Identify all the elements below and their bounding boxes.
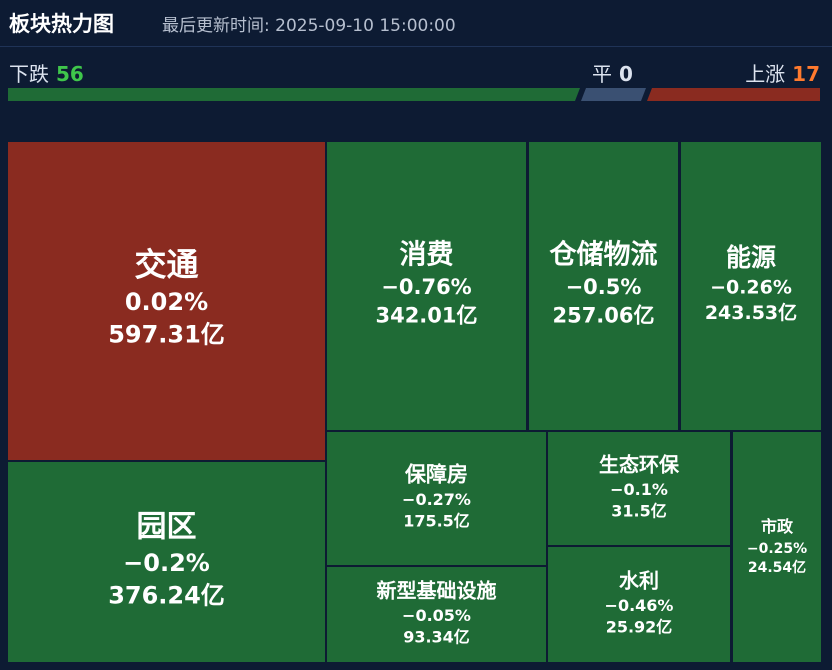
sector-rect: [327, 432, 546, 565]
sector-rect: [548, 547, 730, 662]
sector-change: −0.26%: [710, 277, 792, 299]
sector-value: 24.54亿: [748, 559, 806, 576]
down-number: 56: [55, 62, 84, 86]
sector-tile-3[interactable]: 仓储物流 −0.5% 257.06亿: [529, 142, 678, 430]
sector-name: 生态环保: [599, 452, 680, 476]
sector-change: −0.05%: [402, 606, 471, 625]
sector-tile-0[interactable]: 交通 0.02% 597.31亿: [8, 142, 325, 460]
sector-tile-1[interactable]: 园区 −0.2% 376.24亿: [8, 462, 325, 662]
sector-change: −0.5%: [566, 275, 642, 299]
sector-tile-8[interactable]: 新型基础设施 −0.05% 93.34亿: [327, 567, 546, 662]
header-divider: [0, 46, 832, 47]
sector-change: −0.76%: [381, 275, 471, 299]
sector-change: −0.1%: [610, 480, 668, 499]
sector-tile-9[interactable]: 水利 −0.46% 25.92亿: [548, 547, 730, 662]
sector-value: 243.53亿: [705, 301, 797, 324]
sector-value: 25.92亿: [606, 618, 673, 637]
sector-value: 31.5亿: [611, 502, 666, 521]
sector-rect: [327, 142, 526, 430]
down-label: 下跌: [9, 62, 49, 86]
sector-name: 新型基础设施: [377, 578, 497, 602]
sector-change: −0.25%: [747, 541, 807, 557]
down-count: 下跌 56: [9, 58, 84, 87]
decline-segment: [8, 88, 580, 101]
flat-number: 0: [618, 62, 633, 86]
up-label: 上涨: [745, 62, 786, 86]
flat-label: 平: [592, 62, 612, 86]
sector-value: 93.34亿: [403, 628, 470, 647]
sector-rect: [8, 142, 325, 460]
sector-rect: [548, 432, 730, 545]
sector-tile-6[interactable]: 生态环保 −0.1% 31.5亿: [548, 432, 730, 545]
advance-segment: [647, 88, 820, 101]
sector-name: 保障房: [404, 463, 468, 487]
up-count: 上涨 17: [745, 58, 820, 87]
sector-value: 175.5亿: [403, 512, 470, 531]
sector-tile-2[interactable]: 消费 −0.76% 342.01亿: [327, 142, 526, 430]
sector-name: 水利: [619, 568, 659, 592]
sector-tile-5[interactable]: 保障房 −0.27% 175.5亿: [327, 432, 546, 565]
sector-value: 597.31亿: [108, 320, 225, 348]
sector-change: 0.02%: [125, 288, 208, 316]
sector-value: 376.24亿: [108, 581, 225, 609]
sector-name: 交通: [134, 246, 198, 284]
flat-segment: [581, 88, 646, 101]
sector-tile-7[interactable]: 市政 −0.25% 24.54亿: [733, 432, 821, 662]
flat-count: 平 0: [592, 58, 633, 87]
sector-change: −0.27%: [402, 490, 471, 509]
last-updated-timestamp: 最后更新时间: 2025-09-10 15:00:00: [162, 16, 456, 36]
sector-rect: [733, 432, 821, 662]
sector-rect: [8, 462, 325, 662]
sector-rect: [529, 142, 678, 430]
sector-rect: [681, 142, 821, 430]
sector-name: 消费: [400, 240, 454, 271]
header-bar: 板块热力图 最后更新时间: 2025-09-10 15:00:00: [0, 0, 832, 46]
up-number: 17: [792, 62, 820, 86]
sector-tile-4[interactable]: 能源 −0.26%243.53亿: [681, 142, 821, 430]
sector-name: 园区: [137, 510, 197, 545]
sector-value: 342.01亿: [375, 303, 477, 327]
sector-rect: [327, 567, 546, 662]
advance-decline-bar: [8, 88, 820, 101]
sector-change: −0.46%: [605, 596, 674, 615]
sector-name: 能源: [726, 243, 776, 272]
sector-name: 仓储物流: [549, 240, 658, 271]
sector-name: 市政: [761, 517, 794, 536]
sector-change: −0.2%: [123, 549, 210, 577]
sector-value: 257.06亿: [552, 303, 654, 327]
page-title: 板块热力图: [9, 12, 114, 36]
